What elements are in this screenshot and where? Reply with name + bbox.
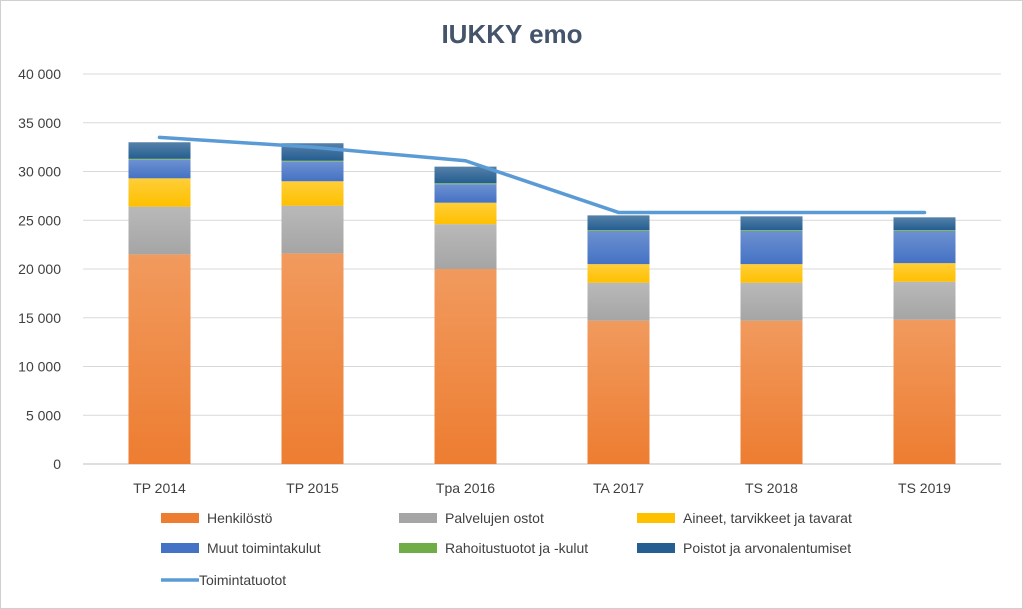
legend-label: Palvelujen ostot (445, 510, 544, 526)
y-tick-label: 5 000 (26, 407, 61, 423)
bar-segment (587, 320, 650, 464)
bar-segment (587, 215, 650, 230)
bar-segment (740, 230, 803, 265)
legend-label: Poistot ja arvonalentumiset (683, 540, 851, 556)
chart-title: IUKKY emo (441, 19, 582, 49)
bar-segment (587, 264, 650, 283)
bar-segment (434, 224, 497, 269)
gridlines (83, 73, 1001, 465)
legend-swatch (161, 543, 199, 553)
bar-segment (740, 264, 803, 283)
x-tick-label: TP 2014 (133, 480, 186, 496)
bar-segment (128, 142, 191, 159)
bar-segment (740, 230, 803, 231)
line-series (157, 135, 927, 215)
bar-segment (128, 159, 191, 179)
bar-segment (128, 158, 191, 160)
y-tick-label: 40 000 (18, 66, 61, 82)
legend-label: Toimintatuotot (199, 572, 286, 588)
legend: Henkilöstö Palvelujen ostot Aineet, tarvik… (161, 510, 852, 588)
x-tick-label: TS 2018 (745, 480, 798, 496)
y-axis-ticks: 0 5 000 10 000 15 000 20 000 25 000 30 000 35 0… (18, 66, 61, 472)
y-tick-label: 25 000 (18, 212, 61, 228)
bar-segment (434, 202, 497, 225)
x-tick-label: Tpa 2016 (436, 480, 495, 496)
bar-segment (434, 183, 497, 185)
bar-segment (893, 230, 956, 231)
bar-segment (128, 254, 191, 464)
bar-segment (587, 230, 650, 265)
legend-label: Aineet, tarvikkeet ja tavarat (683, 510, 852, 526)
legend-swatch (399, 543, 437, 553)
y-tick-label: 10 000 (18, 359, 61, 375)
bar-segment (281, 161, 344, 182)
legend-label: Rahoitustuotot ja -kulut (445, 540, 588, 556)
x-tick-label: TS 2019 (898, 480, 951, 496)
legend-label: Henkilöstö (207, 510, 273, 526)
legend-swatch (399, 513, 437, 523)
bar-segment (128, 206, 191, 255)
bar-segment (281, 205, 344, 254)
bar-segment (893, 281, 956, 320)
legend-swatch (637, 543, 675, 553)
legend-swatch (161, 513, 199, 523)
bar-segment (434, 269, 497, 464)
bar-segment (587, 282, 650, 321)
bar-segment (893, 263, 956, 282)
bar-segment (740, 282, 803, 321)
bar-segment (434, 166, 497, 184)
bar-segment (587, 230, 650, 231)
stacked-bars (128, 142, 956, 464)
bar-segment (434, 184, 497, 203)
bar-segment (740, 216, 803, 230)
bar-segment (281, 181, 344, 206)
y-tick-label: 30 000 (18, 164, 61, 180)
y-tick-label: 15 000 (18, 310, 61, 326)
bar-segment (281, 253, 344, 464)
bar-segment (740, 320, 803, 464)
bar-segment (893, 319, 956, 464)
x-axis-ticks: TP 2014 TP 2015 Tpa 2016 TA 2017 TS 2018 TS 2… (133, 480, 951, 496)
y-tick-label: 20 000 (18, 261, 61, 277)
bar-segment (893, 217, 956, 230)
line-series-toimintatuotot (157, 135, 927, 215)
x-tick-label: TP 2015 (286, 480, 339, 496)
bar-segment (128, 178, 191, 207)
y-tick-label: 35 000 (18, 115, 61, 131)
bar-segment (281, 160, 344, 162)
x-tick-label: TA 2017 (593, 480, 644, 496)
y-tick-label: 0 (53, 456, 61, 472)
bar-segment (893, 230, 956, 264)
legend-label: Muut toimintakulut (207, 540, 321, 556)
legend-swatch (637, 513, 675, 523)
